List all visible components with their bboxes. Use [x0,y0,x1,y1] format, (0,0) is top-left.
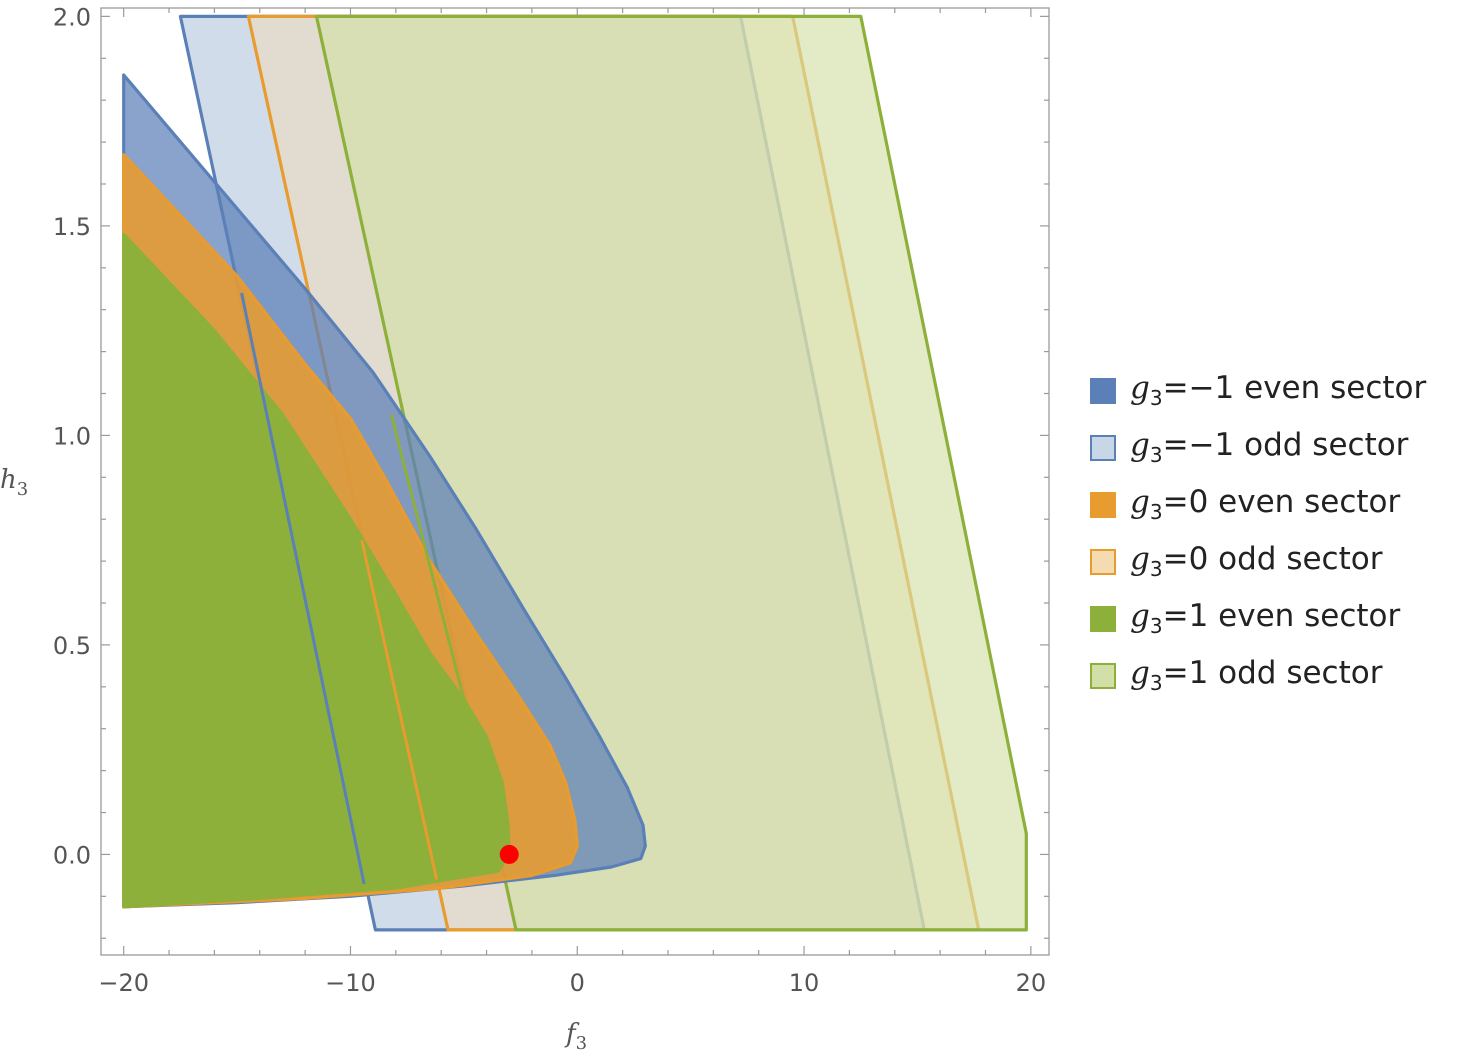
marker-point [499,844,519,864]
legend-swatch [1090,662,1116,689]
legend-swatch [1090,491,1116,518]
y-tick-label: 1.5 [53,213,91,241]
legend-item: g3=1 odd sector [1090,647,1426,704]
x-tick-label: 10 [789,969,820,997]
legend-swatch [1090,548,1116,575]
y-tick-label: 0.5 [53,632,91,660]
legend-item: g3=0 even sector [1090,476,1426,533]
x-tick-label: −10 [325,969,376,997]
y-axis-label-sub: 3 [17,479,28,500]
legend-label: g3=−1 odd sector [1130,427,1409,468]
region-series-5 [122,232,511,909]
legend-label: g3=1 odd sector [1130,655,1383,696]
y-tick-label: 2.0 [53,3,91,31]
y-axis-ticks: 0.0 0.5 1.0 1.5 2.0 [53,3,1049,939]
marker-layer [499,844,519,864]
x-tick-label: 0 [570,969,585,997]
legend-label: g3=−1 even sector [1130,370,1427,411]
legend-label: g3=1 even sector [1130,598,1401,639]
x-tick-label: 20 [1016,969,1047,997]
x-axis-ticks: −20 −10 0 10 20 [98,8,1046,997]
x-axis-label-sub: 3 [576,1033,587,1054]
x-tick-label: −20 [98,969,149,997]
boundary-line-0 [240,292,366,885]
legend-label: g3=0 even sector [1130,484,1401,525]
legend-label: g3=0 odd sector [1130,541,1383,582]
legend-swatch [1090,377,1116,404]
legend: g3=−1 even sector g3=−1 odd sector g3=0 ev… [1090,362,1426,704]
legend-item: g3=1 even sector [1090,590,1426,647]
region-boundary-lines [240,292,466,885]
boundary-line-2 [389,414,466,700]
legend-item: g3=−1 odd sector [1090,419,1426,476]
y-tick-label: 0.0 [53,841,91,869]
y-tick-label: 1.0 [53,422,91,450]
y-axis-label: h3 [0,465,28,500]
plot-regions [122,14,1028,932]
legend-item: g3=−1 even sector [1090,362,1426,419]
legend-swatch [1090,434,1116,461]
x-axis-label: f3 [564,1019,587,1054]
boundary-line-1 [360,539,439,880]
y-axis-label-var: h [0,465,17,495]
plot-frame [100,7,1050,956]
legend-swatch [1090,605,1116,632]
legend-item: g3=0 odd sector [1090,533,1426,590]
